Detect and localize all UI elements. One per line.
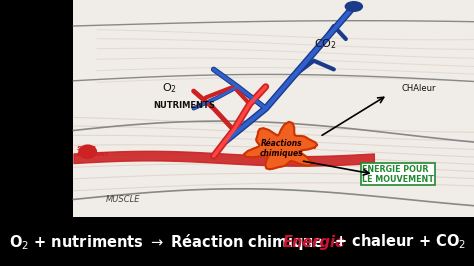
Ellipse shape — [78, 144, 97, 159]
Text: Energie: Energie — [283, 235, 346, 250]
Text: ENERGIE POUR
LE MOUVEMENT: ENERGIE POUR LE MOUVEMENT — [362, 165, 434, 184]
Polygon shape — [244, 122, 317, 169]
Text: CHAleur: CHAleur — [402, 84, 437, 93]
Text: chimiques: chimiques — [260, 149, 303, 158]
FancyBboxPatch shape — [73, 0, 474, 217]
Text: CO$_2$: CO$_2$ — [314, 38, 337, 52]
Text: + chaleur + CO$_2$: + chaleur + CO$_2$ — [329, 233, 466, 251]
Text: NUTRIMENTS: NUTRIMENTS — [154, 101, 216, 110]
Text: SANG
ENTRANT: SANG ENTRANT — [77, 146, 110, 157]
Text: O$_2$ + nutriments $\rightarrow$ Réaction chimique $\rightarrow$: O$_2$ + nutriments $\rightarrow$ Réactio… — [9, 232, 348, 252]
Text: MUSCLE: MUSCLE — [106, 195, 140, 203]
Text: O$_2$: O$_2$ — [162, 81, 177, 95]
Text: Réactions: Réactions — [261, 139, 302, 148]
Circle shape — [345, 2, 362, 11]
